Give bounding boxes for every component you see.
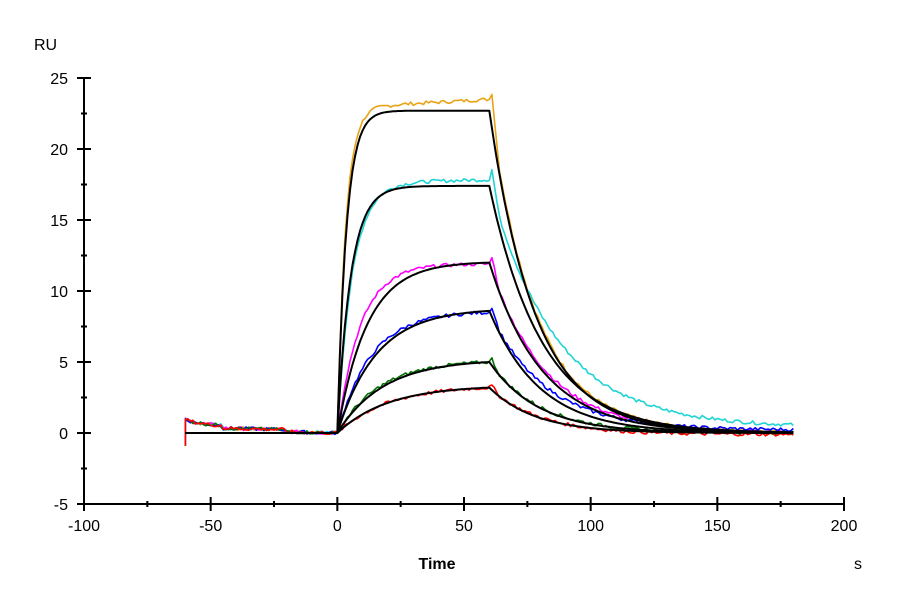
plot-curves [184, 93, 794, 446]
y-tick-label: 20 [50, 142, 68, 159]
measured-curve [184, 168, 794, 446]
fit-curve [185, 109, 794, 434]
y-axis-ticks: -5 0 5 10 15 20 25 [50, 71, 91, 514]
x-axis-unit: s [854, 556, 862, 573]
y-tick-label: 5 [59, 355, 68, 372]
x-tick-label: 50 [455, 518, 473, 535]
x-tick-label: 150 [704, 518, 731, 535]
x-tick-label: 200 [831, 518, 858, 535]
x-tick-label: 100 [577, 518, 604, 535]
y-tick-label: -5 [54, 497, 68, 514]
fit-curve [185, 309, 794, 434]
y-tick-label: 15 [50, 213, 68, 230]
measured-curve [184, 307, 794, 446]
y-axis-title: RU [34, 37, 57, 54]
fit-curve [185, 184, 794, 434]
x-axis-ticks: -100 -50 0 50 100 150 200 [68, 497, 857, 535]
x-tick-label: 0 [333, 518, 342, 535]
y-tick-label: 10 [50, 284, 68, 301]
measured-curve [184, 93, 794, 446]
fit-curve [185, 261, 794, 434]
y-tick-label: 0 [59, 426, 68, 443]
x-axis-title: Time [418, 556, 455, 573]
fit-curve [185, 386, 794, 434]
x-tick-label: -100 [68, 518, 100, 535]
y-tick-label: 25 [50, 71, 68, 88]
measured-curve [184, 256, 794, 446]
x-tick-label: -50 [199, 518, 222, 535]
fit-curve [185, 361, 794, 434]
